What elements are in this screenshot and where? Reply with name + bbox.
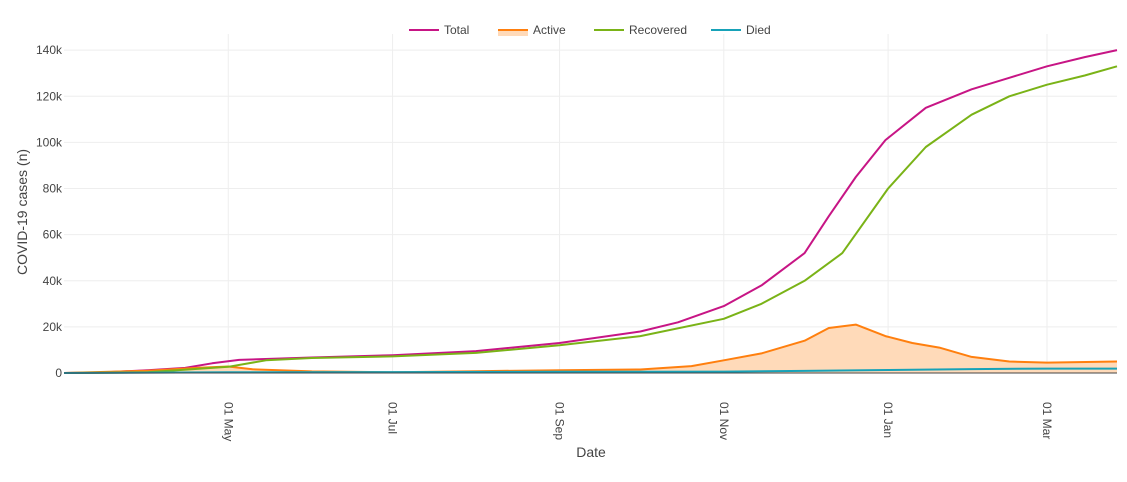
y-tick-label: 0 xyxy=(55,366,62,380)
y-tick-label: 20k xyxy=(43,320,63,334)
legend-label: Died xyxy=(746,23,771,37)
x-tick-label: 01 May xyxy=(221,402,235,441)
legend-label: Total xyxy=(444,23,469,37)
legend-item-died[interactable]: Died xyxy=(711,23,771,37)
x-tick-label: 01 Jan xyxy=(881,402,895,438)
active-series-area xyxy=(64,324,1117,373)
legend-label: Recovered xyxy=(629,23,687,37)
axis-layer: 0 20k 40k 60k 80k 100k 120k 140k 01 May 01 Jul 01 … xyxy=(36,43,1117,441)
legend-item-total[interactable]: Total xyxy=(409,23,469,37)
y-tick-label: 100k xyxy=(36,135,63,149)
legend[interactable]: Total Active Recovered Died xyxy=(409,23,771,37)
y-tick-label: 80k xyxy=(43,182,63,196)
x-tick-label: 01 Mar xyxy=(1040,402,1054,439)
legend-swatch-fill xyxy=(498,30,528,36)
total-series-line xyxy=(63,49,1118,374)
legend-item-active[interactable]: Active xyxy=(498,23,566,37)
x-tick-label: 01 Sep xyxy=(553,402,567,440)
legend-label: Active xyxy=(533,23,566,37)
y-tick-label: 60k xyxy=(43,228,63,242)
active-series-line xyxy=(63,323,1118,374)
y-tick-label: 140k xyxy=(36,43,63,57)
legend-item-recovered[interactable]: Recovered xyxy=(594,23,687,37)
recovered-series-line xyxy=(63,65,1118,374)
x-tick-label: 01 Nov xyxy=(717,402,731,440)
line-layer xyxy=(63,49,1118,374)
y-axis-title: COVID-19 cases (n) xyxy=(14,149,30,275)
x-tick-label: 01 Jul xyxy=(386,402,400,434)
grid-layer xyxy=(64,34,1117,374)
y-tick-label: 120k xyxy=(36,89,63,103)
x-axis-title: Date xyxy=(576,444,606,460)
y-tick-label: 40k xyxy=(43,274,63,288)
area-layer xyxy=(64,324,1117,373)
died-series-line xyxy=(63,367,1117,374)
